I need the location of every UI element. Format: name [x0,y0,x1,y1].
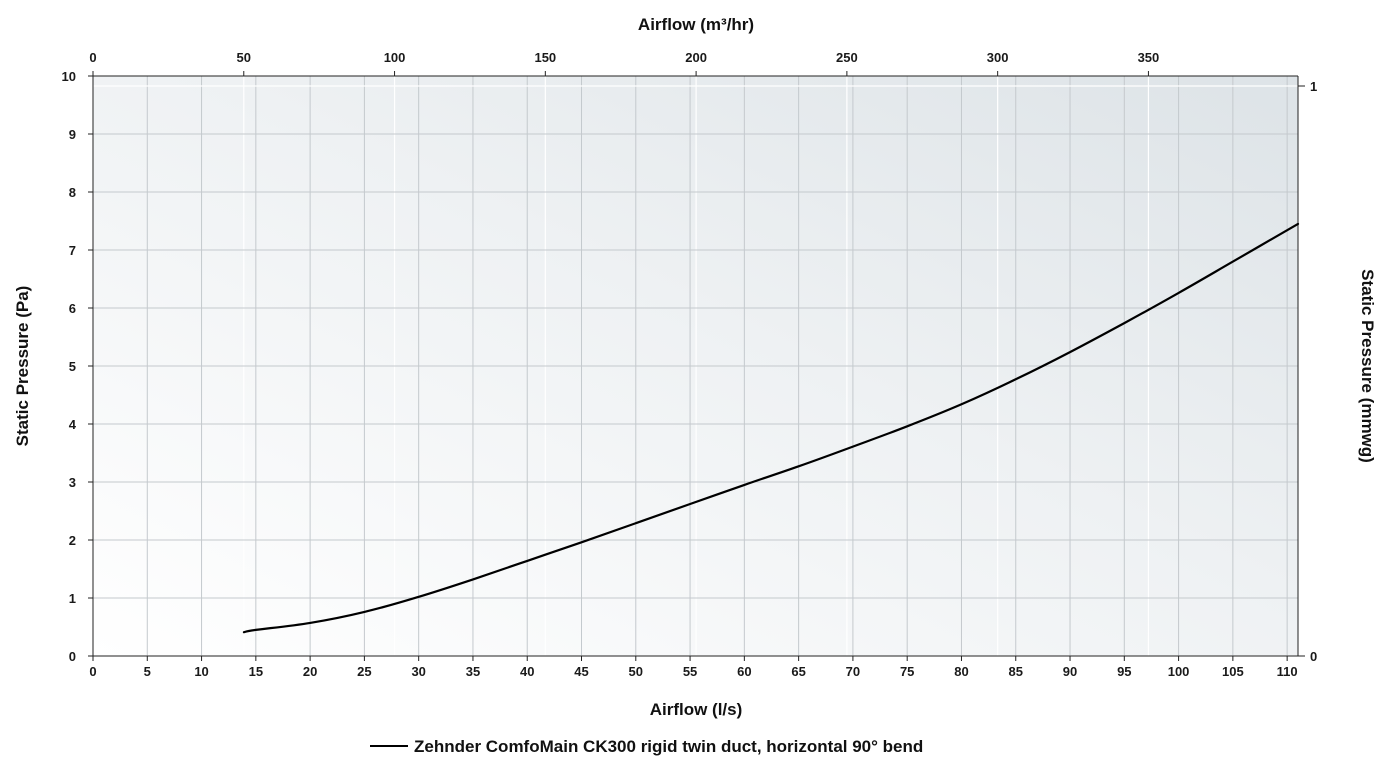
x-tick-label-1: 5 [144,664,151,679]
x-tick-label-21: 105 [1222,664,1244,679]
x2-tick-label-3: 150 [534,50,556,65]
y2-tick-label-1: 1 [1310,79,1317,94]
y-tick-label-9: 9 [69,127,76,142]
x2-axis-title: Airflow (m³/hr) [638,15,754,34]
x-tick-label-12: 60 [737,664,751,679]
y-tick-label-3: 3 [69,475,76,490]
x-tick-label-16: 80 [954,664,968,679]
x-tick-label-2: 10 [194,664,208,679]
x-axis-title: Airflow (l/s) [650,700,743,719]
y-tick-label-7: 7 [69,243,76,258]
x2-tick-label-7: 350 [1138,50,1160,65]
x-tick-label-6: 30 [411,664,425,679]
y2-axis-title: Static Pressure (mmwg) [1358,269,1376,463]
x-tick-label-19: 95 [1117,664,1131,679]
x-tick-label-5: 25 [357,664,371,679]
x-tick-label-18: 90 [1063,664,1077,679]
y-tick-label-5: 5 [69,359,76,374]
x-tick-label-7: 35 [466,664,480,679]
y-tick-label-8: 8 [69,185,76,200]
x-tick-label-8: 40 [520,664,534,679]
x2-axis-ticks: 0 50 100 150 200 250 300 350 [89,50,1159,76]
x2-tick-label-2: 100 [384,50,406,65]
y2-tick-label-0: 0 [1310,649,1317,664]
x-tick-label-22: 110 [1277,664,1298,679]
y-tick-label-0: 0 [69,649,76,664]
x2-tick-label-6: 300 [987,50,1009,65]
x-tick-label-3: 15 [249,664,263,679]
y2-axis-ticks: 01 [1298,79,1317,664]
y-axis-ticks: 0 1 2 3 4 5 6 7 8 9 10 [62,69,93,664]
legend: Zehnder ComfoMain CK300 rigid twin duct,… [370,737,923,756]
x-tick-label-9: 45 [574,664,588,679]
x2-tick-label-1: 50 [237,50,251,65]
y-axis-title: Static Pressure (Pa) [13,286,32,447]
y-tick-label-4: 4 [69,417,77,432]
x-tick-label-15: 75 [900,664,914,679]
y-tick-label-1: 1 [69,591,76,606]
y-tick-label-10: 10 [62,69,76,84]
x-tick-label-13: 65 [791,664,805,679]
series-line-0 [242,222,1300,634]
x-tick-label-17: 85 [1009,664,1023,679]
x2-tick-label-4: 200 [685,50,707,65]
x-axis-ticks: 0 5 10 15 20 25 30 35 40 45 50 55 60 65 70 75 80 85 90 95 10… [89,656,1298,679]
x-tick-label-4: 20 [303,664,317,679]
series-group [242,222,1300,634]
x2-tick-label-5: 250 [836,50,858,65]
y-tick-label-6: 6 [69,301,76,316]
legend-label: Zehnder ComfoMain CK300 rigid twin duct,… [414,737,923,756]
x-tick-label-0: 0 [89,664,96,679]
x-tick-label-14: 70 [846,664,860,679]
x-tick-label-11: 55 [683,664,697,679]
x2-tick-label-0: 0 [89,50,96,65]
x-tick-label-20: 100 [1168,664,1190,679]
y-tick-label-2: 2 [69,533,76,548]
x-tick-label-10: 50 [629,664,643,679]
